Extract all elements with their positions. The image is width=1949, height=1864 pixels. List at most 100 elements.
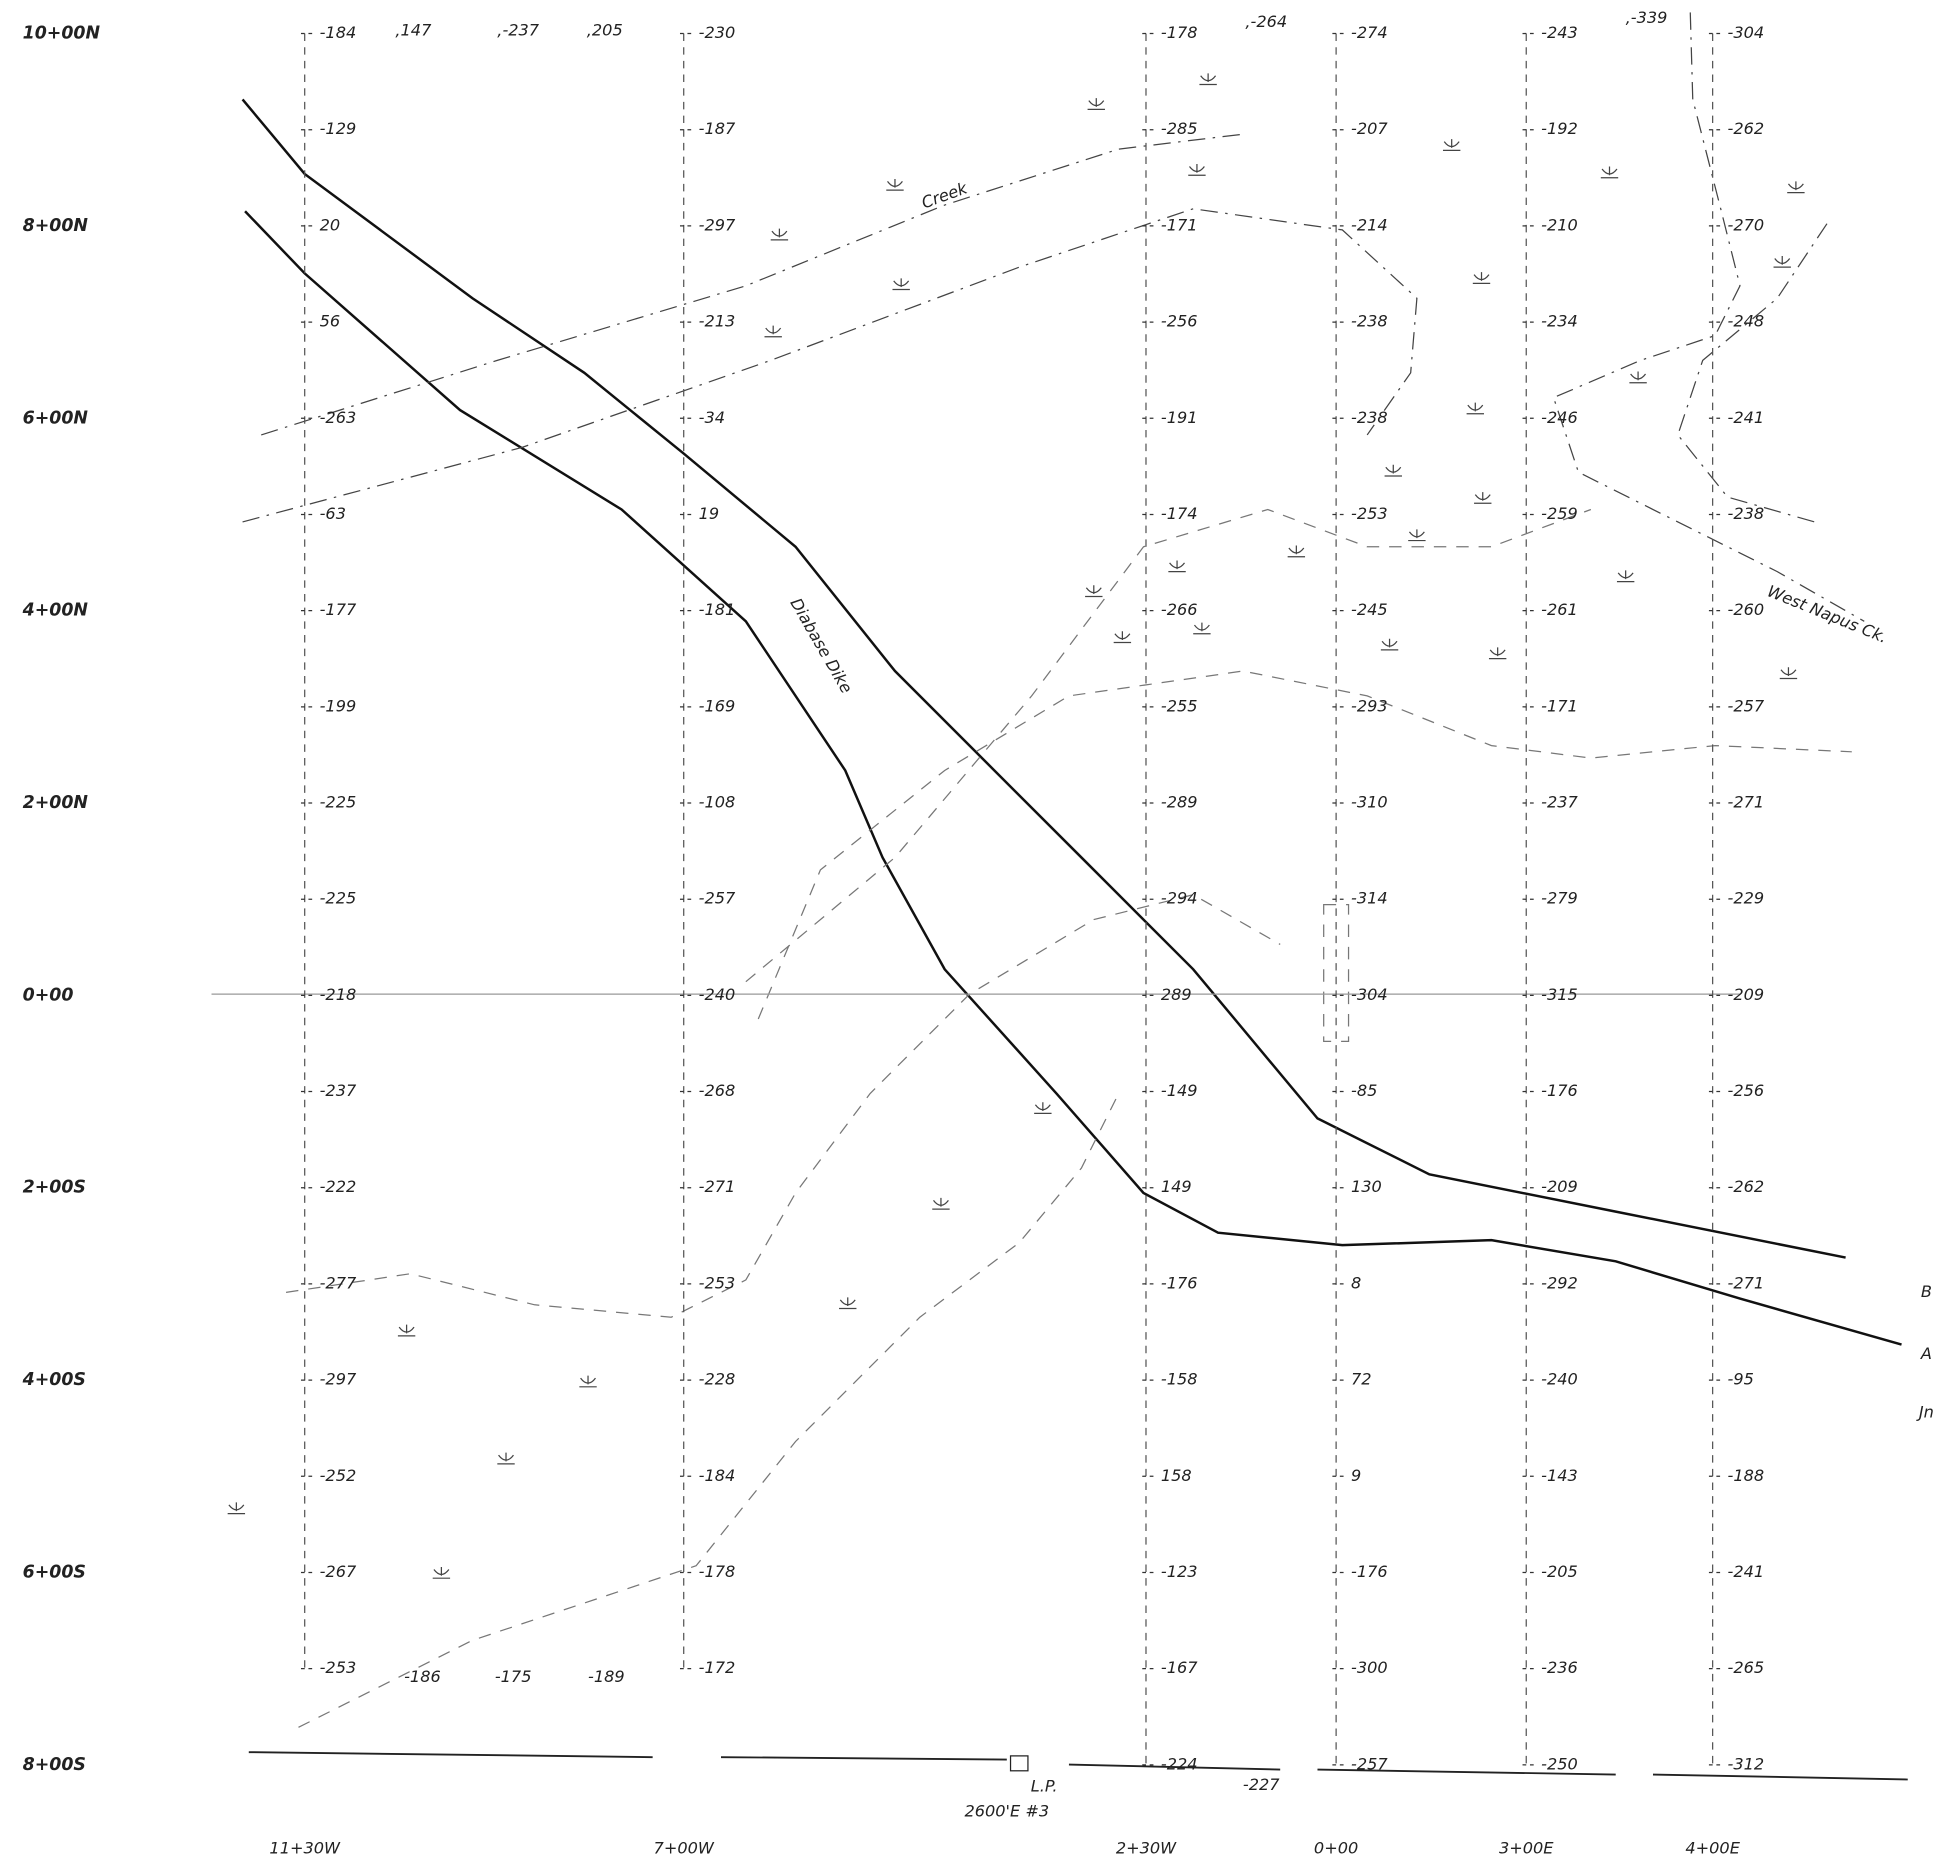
reading: -237 [1541,793,1578,812]
extra-reading: -189 [588,1667,625,1686]
reading: -229 [1728,889,1765,908]
reading: -257 [1728,696,1765,715]
marsh-symbol [764,326,781,337]
reading: -158 [1161,1370,1198,1389]
reading: -257 [699,889,736,908]
reading: -289 [1161,793,1198,812]
line-label: 7+00W [654,1839,715,1858]
reading: 289 [1161,985,1192,1004]
marsh-symbol [1617,570,1634,581]
reading: -259 [1541,504,1578,523]
reading: -257 [1351,1754,1388,1773]
reading: -171 [1161,215,1198,234]
marsh-symbol [932,1198,949,1209]
reading: -310 [1351,793,1388,812]
reading: -187 [699,119,736,138]
survey-map: 10+00N8+00N6+00N4+00N2+00N0+002+00S4+00S… [0,0,1949,1864]
reading: -268 [699,1081,736,1100]
reading: -267 [320,1562,357,1581]
contact-line-3 [286,895,1280,1318]
marsh-symbol [1288,546,1305,557]
line-label: 11+30W [269,1839,341,1858]
marsh-symbol [892,278,909,289]
marsh-symbol [398,1325,415,1336]
marsh-symbol [1381,639,1398,650]
marsh-symbol [1780,667,1797,678]
row-label: 10+00N [23,24,101,44]
marsh-symbol [1467,403,1484,414]
annotation: 2600'E #3 [964,1801,1049,1820]
reading: -238 [1728,504,1765,523]
reading: -246 [1541,408,1578,427]
reading: -191 [1161,408,1198,427]
reading: -245 [1351,600,1388,619]
reading: 130 [1351,1177,1382,1196]
reading: -271 [699,1177,736,1196]
marsh-symbol [1408,529,1425,540]
annotation: A [1920,1344,1932,1363]
reading: -207 [1351,119,1388,138]
reading: -256 [1728,1081,1765,1100]
row-label: 4+00N [22,601,89,621]
reading: -238 [1351,312,1388,331]
row-label: 2+00N [23,793,89,813]
dike-contact-lower [245,211,1901,1344]
reading: -294 [1161,889,1198,908]
reading: -265 [1728,1658,1765,1677]
reading: 149 [1161,1177,1192,1196]
row-label: 0+00 [23,985,74,1005]
reading: -238 [1351,408,1388,427]
annotation: L.P. [1031,1776,1058,1795]
reading: -108 [699,793,736,812]
row-label: 8+00N [23,216,89,236]
bottom-line [249,1752,1908,1779]
reading: -274 [1351,23,1388,42]
extra-reading: ,-237 [497,21,539,40]
creek-line [261,134,1243,435]
marsh-symbol [839,1297,856,1308]
extra-reading: -227 [1243,1775,1280,1794]
marsh-symbol [1443,139,1460,150]
line-label: 0+00 [1314,1839,1358,1858]
reading: -234 [1541,312,1578,331]
reading: -63 [320,504,346,523]
reading: -184 [699,1466,736,1485]
reading: 19 [699,504,720,523]
marsh-symbol [433,1567,450,1578]
marsh-symbol [1774,256,1791,267]
row-label: 4+00S [22,1370,86,1390]
row-label: 8+00S [23,1755,86,1775]
extra-reading: ,147 [395,21,432,40]
reading: -225 [320,889,357,908]
extra-reading: ,-264 [1245,12,1287,31]
extra-reading: -186 [404,1667,441,1686]
contact-line-5 [758,671,1852,1019]
reading: -218 [320,985,357,1004]
reading: -241 [1728,1562,1765,1581]
reading: -176 [1351,1562,1388,1581]
reading: -240 [1541,1370,1578,1389]
reading: -228 [699,1370,736,1389]
reading: -123 [1161,1562,1198,1581]
reading: -297 [320,1370,357,1389]
line-label: 3+00E [1499,1839,1554,1858]
reading: 9 [1351,1466,1361,1485]
reading: -266 [1161,600,1198,619]
reading: -253 [320,1658,357,1677]
line-label: 4+00E [1685,1839,1740,1858]
marsh-symbol [1085,585,1102,596]
reading: 158 [1161,1466,1192,1485]
row-label: 6+00S [23,1562,86,1582]
reading: -260 [1728,600,1765,619]
reading: -213 [699,312,736,331]
marsh-symbol [228,1502,245,1513]
reading: -304 [1351,985,1388,1004]
reading: -270 [1728,215,1765,234]
reading: -253 [699,1273,736,1292]
reading: -224 [1161,1754,1198,1773]
marsh-symbol [1601,167,1618,178]
marsh-symbol [1629,372,1646,383]
reading: -149 [1161,1081,1198,1100]
extra-reading: -175 [495,1667,532,1686]
reading: -271 [1728,793,1765,812]
